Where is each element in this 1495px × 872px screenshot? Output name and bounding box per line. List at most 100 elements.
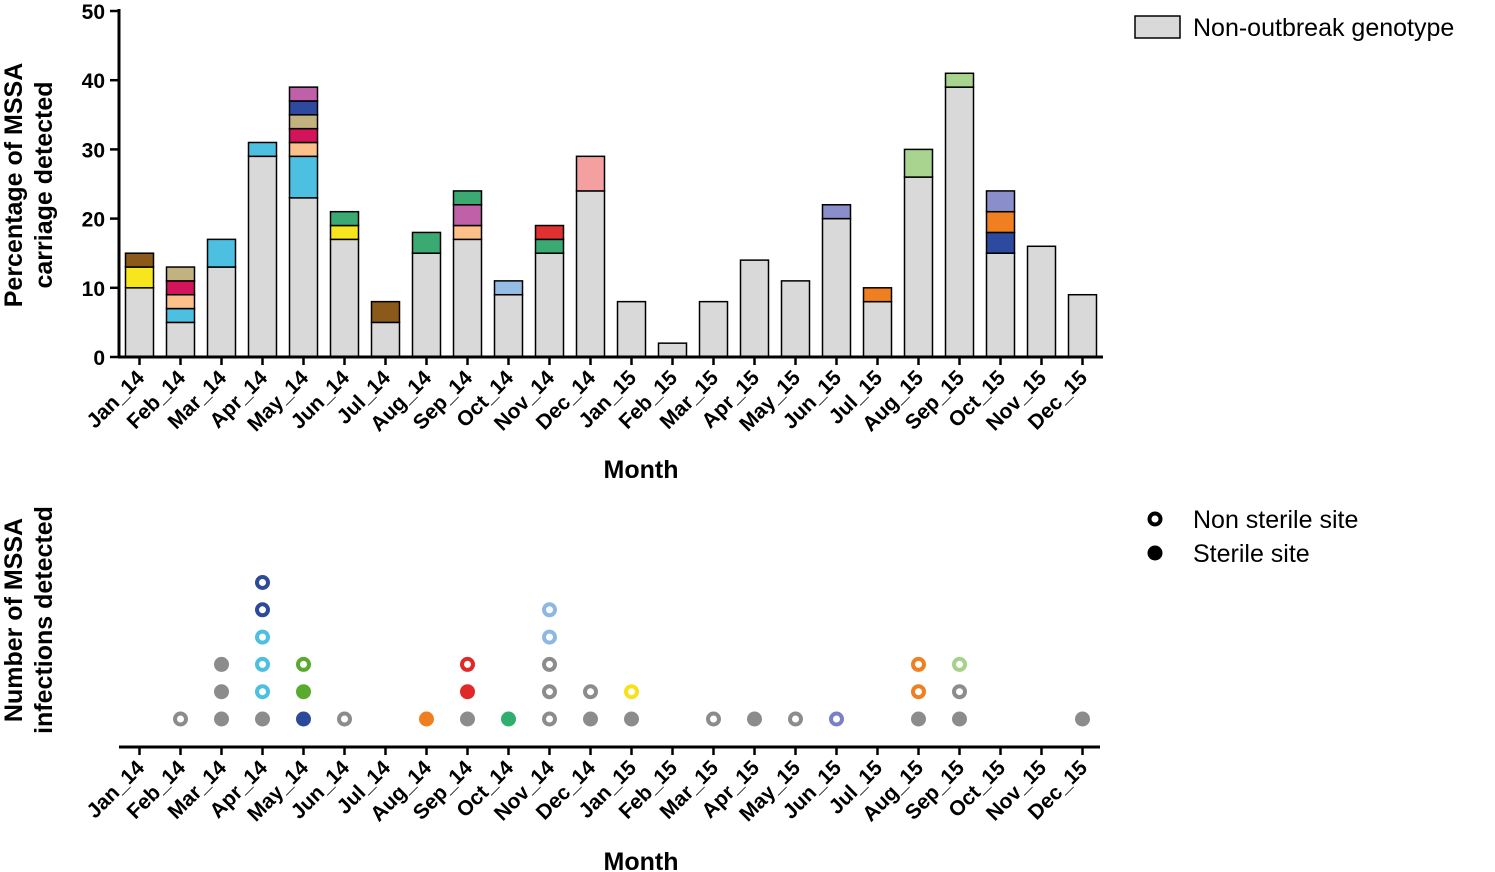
- dot: [747, 711, 762, 727]
- bar-segment: [985, 252, 1016, 358]
- bar-segment: [739, 259, 770, 358]
- bar-segment: [944, 86, 975, 358]
- bar-segment: [780, 280, 811, 358]
- dot: [542, 602, 557, 618]
- y-axis-label: carriage detected: [30, 81, 58, 288]
- y-axis-label: infections detected: [30, 506, 58, 734]
- bar-segment: [534, 238, 565, 254]
- dot: [952, 656, 967, 672]
- bar-segment: [821, 217, 852, 358]
- legend-marker: [1147, 511, 1163, 527]
- dot: [460, 684, 475, 700]
- bar-segment: [288, 155, 319, 199]
- x-axis-label: Month: [604, 848, 679, 872]
- dot: [952, 711, 967, 727]
- bar-segment: [452, 190, 483, 206]
- dot: [624, 711, 639, 727]
- dot: [255, 656, 270, 672]
- bar-segment: [124, 266, 155, 289]
- dot: [255, 711, 270, 727]
- bar-segment: [452, 204, 483, 227]
- bar-segment: [1067, 293, 1098, 358]
- dot: [460, 711, 475, 727]
- y-axis-label: Percentage of MSSA: [0, 63, 28, 308]
- dot: [255, 575, 270, 590]
- dot: [952, 684, 967, 700]
- dot: [296, 684, 311, 700]
- dot: [255, 629, 270, 645]
- bar-segment: [288, 141, 319, 158]
- dot: [542, 711, 557, 727]
- y-tick-label: 20: [82, 209, 105, 232]
- y-tick-label: 10: [82, 278, 105, 301]
- dot: [214, 711, 229, 727]
- bar-segment: [165, 266, 196, 282]
- bar-segment: [288, 114, 319, 130]
- dot: [788, 711, 803, 727]
- bar-segment: [698, 300, 729, 358]
- bar-segment: [288, 100, 319, 116]
- legend-label: Non sterile site: [1193, 506, 1358, 534]
- bar-segment: [411, 231, 442, 254]
- dot: [911, 684, 926, 700]
- dot: [911, 656, 926, 672]
- bar-segment: [862, 287, 893, 303]
- dot: [542, 684, 557, 700]
- dot: [460, 656, 475, 672]
- bar-segment: [821, 204, 852, 220]
- bar-segment: [206, 238, 237, 268]
- bar-segment: [288, 127, 319, 144]
- bar-segment: [903, 176, 934, 358]
- legend-swatch: [1134, 15, 1181, 39]
- dot: [419, 711, 434, 727]
- x-axis-label: Month: [604, 456, 679, 484]
- dot: [214, 684, 229, 700]
- bar-segment: [985, 231, 1016, 254]
- bar-segment: [329, 238, 360, 358]
- y-axis-label: Number of MSSA: [0, 518, 28, 722]
- bar-segment: [206, 266, 237, 358]
- bar-segment: [288, 86, 319, 102]
- bar-segment: [452, 238, 483, 358]
- bar-segment: [329, 210, 360, 227]
- dot: [214, 656, 229, 672]
- bar-segment: [575, 190, 606, 358]
- bar-segment: [452, 224, 483, 241]
- bar-segment: [124, 252, 155, 268]
- dot: [501, 711, 516, 727]
- bar-segment: [247, 155, 278, 358]
- bar-segment: [493, 280, 524, 296]
- dot: [706, 711, 721, 727]
- bar-segment: [288, 197, 319, 358]
- bar-segment: [575, 155, 606, 192]
- y-tick-label: 50: [82, 1, 105, 24]
- dot: [624, 684, 639, 700]
- dot: [337, 711, 352, 727]
- bar-segment: [534, 224, 565, 241]
- dot: [583, 711, 598, 727]
- bar-segment: [903, 148, 934, 178]
- y-tick-label: 30: [82, 139, 105, 162]
- legend-label: Sterile site: [1193, 540, 1310, 568]
- dot: [296, 711, 311, 727]
- dot: [255, 684, 270, 700]
- bar-segment: [657, 342, 688, 358]
- y-tick-label: 0: [93, 347, 105, 370]
- dot: [1075, 711, 1090, 727]
- bar-segment: [411, 252, 442, 358]
- bar-segment: [370, 300, 401, 324]
- bar-segment: [944, 72, 975, 88]
- bar-segment: [165, 321, 196, 358]
- dot: [542, 629, 557, 645]
- dot: [583, 684, 598, 700]
- bar-segment: [534, 252, 565, 358]
- legend-label: Non-outbreak genotype: [1193, 14, 1454, 42]
- bar-segment: [165, 307, 196, 324]
- bar-segment: [165, 280, 196, 296]
- bar-segment: [370, 321, 401, 358]
- bar-segment: [985, 210, 1016, 234]
- dot: [542, 656, 557, 672]
- bar-segment: [165, 293, 196, 310]
- bar-segment: [247, 141, 278, 158]
